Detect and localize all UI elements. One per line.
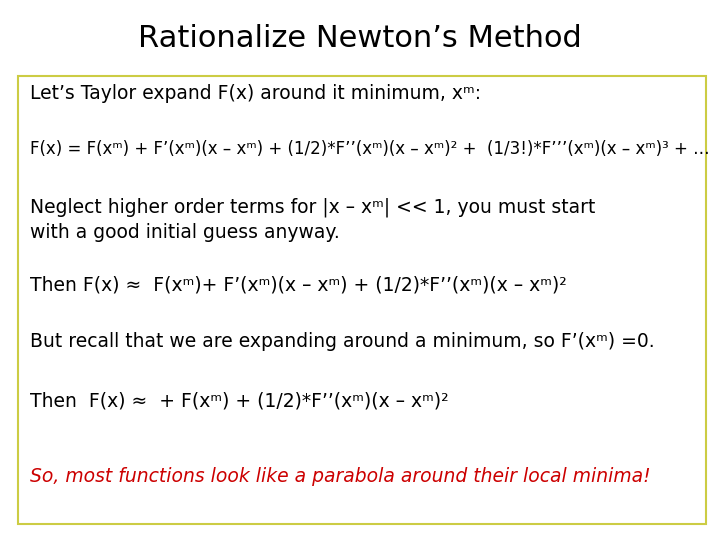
Text: Neglect higher order terms for |x – xᵐ| << 1, you must start
with a good initial: Neglect higher order terms for |x – xᵐ| … bbox=[30, 197, 595, 242]
Text: F(x) = F(xᵐ) + F’(xᵐ)(x – xᵐ) + (1/2)*F’’(xᵐ)(x – xᵐ)² +  (1/3!)*F’’’(xᵐ)(x – xᵐ: F(x) = F(xᵐ) + F’(xᵐ)(x – xᵐ) + (1/2)*F’… bbox=[30, 140, 710, 158]
FancyBboxPatch shape bbox=[18, 76, 706, 524]
Text: Then F(x) ≈  F(xᵐ)+ F’(xᵐ)(x – xᵐ) + (1/2)*F’’(xᵐ)(x – xᵐ)²: Then F(x) ≈ F(xᵐ)+ F’(xᵐ)(x – xᵐ) + (1/2… bbox=[30, 275, 567, 294]
Text: Rationalize Newton’s Method: Rationalize Newton’s Method bbox=[138, 24, 582, 53]
Text: Let’s Taylor expand F(x) around it minimum, xᵐ:: Let’s Taylor expand F(x) around it minim… bbox=[30, 84, 482, 103]
Text: Then  F(x) ≈  + F(xᵐ) + (1/2)*F’’(xᵐ)(x – xᵐ)²: Then F(x) ≈ + F(xᵐ) + (1/2)*F’’(xᵐ)(x – … bbox=[30, 392, 449, 410]
Text: So, most functions look like a parabola around their local minima!: So, most functions look like a parabola … bbox=[30, 467, 651, 486]
Text: But recall that we are expanding around a minimum, so F’(xᵐ) =0.: But recall that we are expanding around … bbox=[30, 332, 655, 351]
